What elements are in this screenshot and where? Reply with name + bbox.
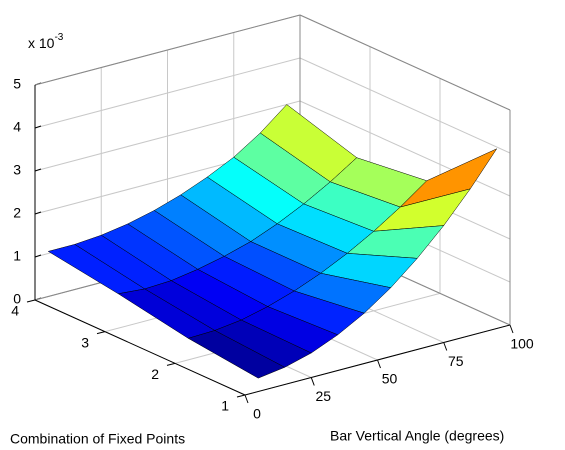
x-tick-label: 50 xyxy=(382,371,398,387)
axis-line xyxy=(34,299,246,396)
x-tick xyxy=(509,324,514,334)
x-tick xyxy=(244,394,249,404)
x-axis-label: Bar Vertical Angle (degrees) xyxy=(330,428,504,444)
z-scale-label: x 10-3 xyxy=(28,32,64,51)
z-tick-label: 1 xyxy=(13,248,21,264)
x-tick-label: 0 xyxy=(253,406,261,422)
surface-patch xyxy=(187,330,286,379)
z-scale-exponent: -3 xyxy=(54,32,63,43)
y-axis-label: Combination of Fixed Points xyxy=(10,431,185,447)
z-tick xyxy=(34,125,42,129)
axis-line xyxy=(244,324,511,396)
y-tick-label: 2 xyxy=(151,366,159,382)
z-tick-label: 0 xyxy=(13,291,21,307)
y-tick xyxy=(166,362,176,366)
y-tick xyxy=(26,299,36,303)
box-edge xyxy=(34,14,301,86)
z-scale-base: x 10 xyxy=(28,35,55,51)
y-tick-label: 3 xyxy=(81,334,89,350)
y-tick xyxy=(236,394,246,398)
x-tick-label: 25 xyxy=(315,388,331,404)
z-tick xyxy=(34,211,42,215)
x-tick xyxy=(443,342,448,351)
y-tick xyxy=(96,331,106,335)
y-tick-label: 4 xyxy=(11,303,19,319)
grid-line xyxy=(34,100,301,172)
z-tick-label: 2 xyxy=(13,205,21,221)
x-tick xyxy=(310,377,315,386)
x-tick-label: 75 xyxy=(448,353,464,369)
z-tick-label: 5 xyxy=(13,76,21,92)
z-tick xyxy=(34,168,42,172)
box-edge xyxy=(299,14,511,111)
x-tick xyxy=(377,359,381,369)
z-tick-label: 3 xyxy=(13,162,21,178)
z-tick xyxy=(34,254,42,258)
x-tick-label: 100 xyxy=(510,336,534,352)
y-tick-label: 1 xyxy=(221,398,229,414)
grid-line xyxy=(299,57,511,154)
z-tick-label: 4 xyxy=(13,119,21,135)
grid-line xyxy=(34,57,301,129)
